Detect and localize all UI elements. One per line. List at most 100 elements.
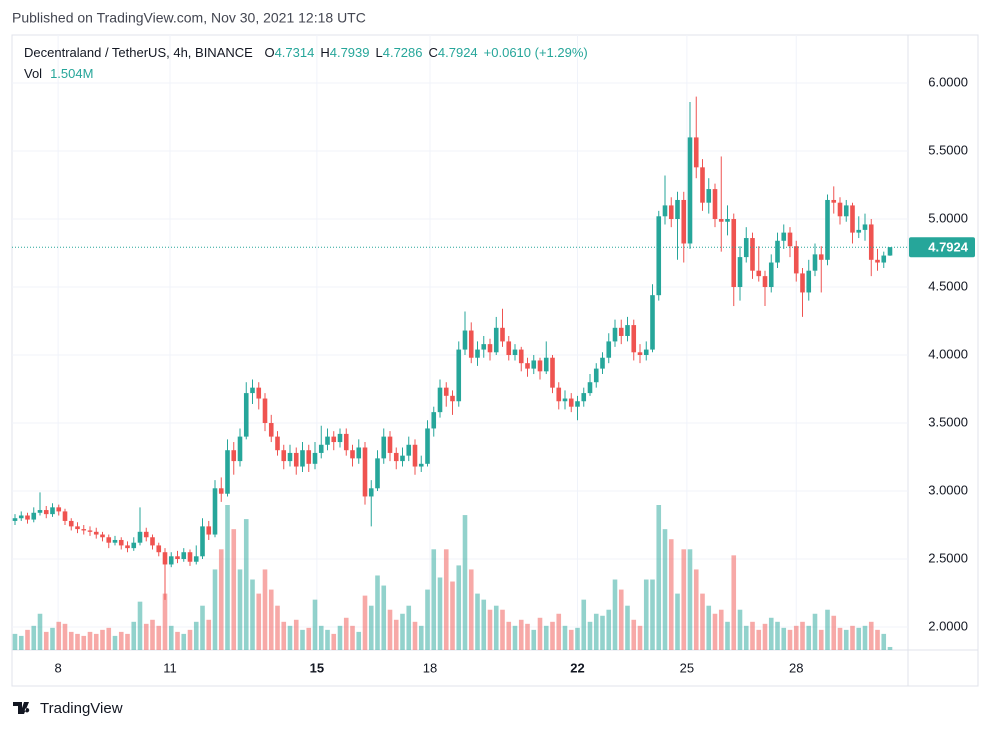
volume-bar [162, 593, 168, 650]
candle-body [331, 436, 337, 443]
volume-bar [300, 629, 305, 650]
volume-bar [587, 621, 593, 650]
volume-bar [362, 595, 368, 650]
volume-bar [687, 549, 693, 650]
volume-bar [168, 625, 174, 650]
candle-body [875, 259, 880, 263]
candle-body [681, 199, 687, 244]
candle-body [293, 452, 299, 467]
volume-bar [875, 629, 880, 650]
volume-bar [656, 505, 662, 650]
volume-bar [37, 613, 43, 650]
volume-bar [825, 609, 830, 650]
volume-bar [593, 613, 599, 650]
candle-body [368, 488, 374, 497]
candle-body [181, 552, 187, 560]
volume-bar [743, 625, 749, 650]
volume-bar [62, 623, 68, 650]
candle-body [506, 341, 512, 356]
volume-bar [793, 625, 799, 650]
volume-bar [462, 515, 468, 650]
candle-body [87, 530, 93, 532]
volume-bar [556, 613, 562, 650]
candle-body [718, 219, 724, 222]
candle-body [50, 507, 55, 515]
volume-bar [662, 529, 668, 650]
candle-body [225, 450, 230, 494]
candle-body [68, 520, 74, 527]
candle-body [106, 537, 112, 543]
candle-body [737, 257, 743, 288]
volume-bar [600, 615, 605, 650]
volume-bar [631, 619, 637, 650]
volume-bar [356, 631, 362, 650]
candle-body [668, 205, 674, 220]
candle-body [637, 352, 643, 356]
ohlc-key: C [429, 45, 438, 60]
x-tick-label: 8 [55, 660, 62, 675]
volume-bar [306, 627, 312, 650]
volume-bar [543, 625, 549, 650]
candle-body [112, 539, 118, 543]
candle-body [400, 455, 405, 462]
candle-body [556, 387, 562, 402]
volume-bar [737, 609, 743, 650]
candle-body [350, 450, 355, 459]
candle-body [825, 199, 830, 260]
y-tick-label: 6.0000 [928, 74, 968, 89]
volume-bar [806, 625, 812, 650]
candle-body [306, 450, 312, 464]
candle-body [43, 510, 49, 515]
volume-bar [606, 609, 612, 650]
chart-frame [11, 34, 979, 687]
candle-body [131, 542, 137, 549]
candle-body [156, 545, 162, 553]
candle-body [231, 450, 237, 462]
volume-bar [518, 619, 524, 650]
volume-bar [43, 631, 49, 650]
candle-body [381, 436, 387, 459]
x-tick-label: 15 [310, 660, 324, 675]
candle-body [575, 401, 580, 407]
candle-body [443, 387, 449, 396]
candle-body [581, 393, 587, 402]
candle-body [525, 363, 530, 369]
candle-body [275, 436, 280, 451]
volume-bar [812, 613, 818, 650]
brand-logo [13, 702, 30, 714]
volume-bar [393, 619, 399, 650]
volume-bar [400, 613, 405, 650]
candle-body [643, 349, 649, 356]
candle-body [375, 458, 380, 489]
volume-bars [12, 505, 893, 650]
candle-body [18, 515, 24, 519]
candle-body [312, 452, 318, 464]
published-note: Published on TradingView.com, Nov 30, 20… [12, 10, 366, 26]
volume-bar [312, 599, 318, 650]
volume-bar [612, 579, 618, 650]
volume-bar [431, 549, 437, 650]
candle-body [137, 531, 143, 543]
volume-bar [512, 625, 518, 650]
volume-bar [843, 629, 849, 650]
candle-body [593, 368, 599, 383]
volume-bar [193, 621, 199, 650]
ohlc-key: L [376, 45, 383, 60]
candle-body [831, 199, 837, 203]
candle-body [406, 444, 412, 456]
candle-body [343, 433, 349, 451]
volume-name: Vol [24, 66, 42, 81]
volume-bar [475, 593, 480, 650]
candle-body [512, 349, 518, 356]
volume-bar [681, 549, 687, 650]
candle-body [656, 216, 662, 296]
candle-body [256, 387, 262, 399]
volume-bar [756, 629, 762, 650]
ohlc-key: H [320, 45, 329, 60]
volume-bar [181, 633, 187, 650]
grid [12, 35, 908, 650]
volume-bar [762, 623, 768, 650]
volume-bar [318, 625, 324, 650]
volume-bar [481, 599, 487, 650]
